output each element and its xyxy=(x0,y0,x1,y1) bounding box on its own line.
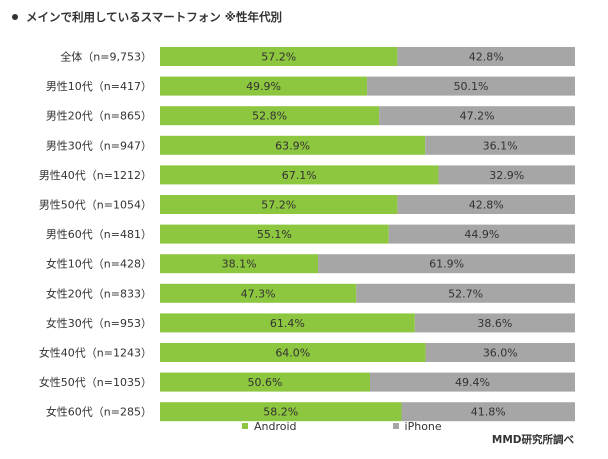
bar-android xyxy=(160,283,357,303)
bar-android xyxy=(160,313,415,333)
data-label-iphone: 50.1% xyxy=(454,80,489,93)
legend-swatch-iphone xyxy=(392,423,399,429)
bar-iphone xyxy=(356,283,575,303)
bar-iphone xyxy=(318,254,575,274)
data-label-iphone: 61.9% xyxy=(429,258,464,271)
legend-item-android: Android xyxy=(242,420,297,433)
bar-iphone xyxy=(388,224,575,244)
data-label-iphone: 36.1% xyxy=(483,139,518,152)
data-label-android: 64.0% xyxy=(275,347,310,360)
bar-android xyxy=(160,47,398,66)
data-label-iphone: 42.8% xyxy=(469,51,504,64)
bar-iphone xyxy=(425,135,575,155)
bar-iphone xyxy=(397,195,575,214)
data-label-android: 49.9% xyxy=(246,80,281,93)
bar-android xyxy=(160,195,398,214)
category-label: 全体（n=9,753） xyxy=(60,50,152,64)
bar-android xyxy=(160,343,426,362)
legend-item-iphone: iPhone xyxy=(392,420,442,433)
data-label-iphone: 47.2% xyxy=(460,110,495,123)
bar-android xyxy=(160,372,370,392)
data-label-android: 50.6% xyxy=(248,376,283,389)
bar-android xyxy=(160,224,389,244)
data-label-android: 38.1% xyxy=(222,258,257,271)
data-label-iphone: 49.4% xyxy=(455,376,490,389)
data-label-iphone: 44.9% xyxy=(464,228,499,241)
data-label-android: 52.8% xyxy=(252,110,287,123)
data-label-android: 57.2% xyxy=(261,199,296,212)
data-label-iphone: 42.8% xyxy=(469,199,504,212)
data-label-android: 57.2% xyxy=(261,51,296,64)
data-label-android: 47.3% xyxy=(241,287,276,300)
data-label-iphone: 52.7% xyxy=(448,287,483,300)
source-note: MMD研究所調べ xyxy=(491,434,574,446)
data-label-iphone: 41.8% xyxy=(471,406,506,419)
bar-iphone xyxy=(438,165,575,185)
category-label: 男性60代（n=481） xyxy=(46,227,152,241)
legend-label-iphone: iPhone xyxy=(404,420,442,433)
data-label-android: 67.1% xyxy=(282,169,317,182)
bar-android xyxy=(160,76,368,96)
category-label: 男性50代（n=1054） xyxy=(39,198,152,212)
category-label: 女性60代（n=285） xyxy=(46,405,152,419)
bar-iphone xyxy=(401,402,575,422)
bar-android xyxy=(160,135,426,155)
chart-title: メインで利用しているスマートフォン ※性年代別 xyxy=(12,9,282,25)
category-label: 男性30代（n=947） xyxy=(46,138,152,152)
legend: Android iPhone xyxy=(242,420,538,433)
bar-android xyxy=(160,165,439,185)
bar-iphone xyxy=(425,343,575,362)
category-label: 女性50代（n=1035） xyxy=(39,375,152,389)
category-label: 男性10代（n=417） xyxy=(46,79,152,93)
bar-iphone xyxy=(367,76,575,96)
legend-swatch-android xyxy=(242,423,248,429)
bar-android xyxy=(160,106,380,126)
category-label: 女性20代（n=833） xyxy=(46,286,152,300)
category-label: 女性40代（n=1243） xyxy=(39,346,152,360)
data-label-android: 58.2% xyxy=(263,406,298,419)
data-label-iphone: 36.0% xyxy=(483,347,518,360)
category-label: 男性40代（n=1212） xyxy=(39,168,152,182)
data-label-android: 55.1% xyxy=(257,228,292,241)
category-label: 女性30代（n=953） xyxy=(46,316,152,330)
bar-iphone xyxy=(397,47,575,66)
bar-iphone xyxy=(414,313,575,333)
data-label-android: 61.4% xyxy=(270,317,305,330)
bar-iphone xyxy=(369,372,575,392)
category-label: 女性10代（n=428） xyxy=(46,257,152,271)
bar-android xyxy=(160,254,319,274)
chart-title-text: メインで利用しているスマートフォン ※性年代別 xyxy=(26,10,282,24)
bullet-icon xyxy=(12,13,18,20)
category-label: 男性20代（n=865） xyxy=(46,109,152,123)
bar-iphone xyxy=(379,106,575,126)
data-label-iphone: 38.6% xyxy=(477,317,512,330)
data-label-android: 63.9% xyxy=(275,139,310,152)
data-label-iphone: 32.9% xyxy=(489,169,524,182)
legend-label-android: Android xyxy=(254,420,297,433)
bar-android xyxy=(160,402,402,422)
